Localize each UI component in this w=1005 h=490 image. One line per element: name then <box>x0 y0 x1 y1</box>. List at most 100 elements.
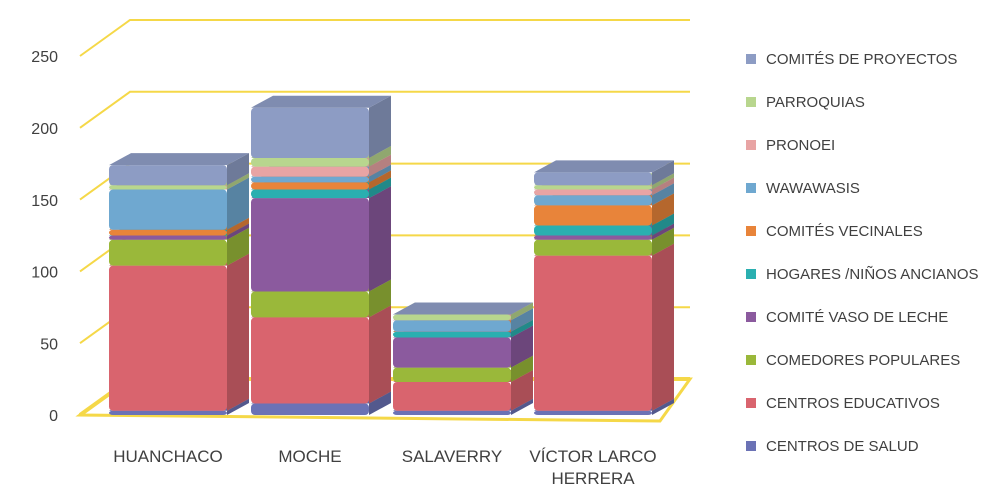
bar-top <box>109 153 249 166</box>
legend-label: CENTROS EDUCATIVOS <box>766 395 940 412</box>
grid-line <box>79 19 690 57</box>
bar-side <box>652 213 674 236</box>
legend-label: COMITÉS DE PROYECTOS <box>766 51 957 68</box>
legend-swatch <box>746 312 756 322</box>
bar-side <box>511 398 533 415</box>
bar-segment <box>251 95 391 158</box>
x-tick-label: MOCHE <box>278 447 342 466</box>
bar <box>393 337 511 368</box>
bar-side <box>652 223 674 240</box>
y-tick-label: 100 <box>31 265 58 282</box>
bar-side <box>511 308 533 332</box>
legend-swatch <box>746 398 756 408</box>
y-tick-label: 200 <box>31 121 58 138</box>
bar <box>251 157 369 167</box>
y-tick-label: 250 <box>31 49 58 66</box>
bar <box>534 205 652 226</box>
bar <box>534 185 652 190</box>
bar-segment <box>109 253 249 411</box>
bar-segment <box>109 153 249 186</box>
y-tick-label: 150 <box>31 193 58 210</box>
bar-side <box>227 173 249 190</box>
bar-side <box>227 177 249 230</box>
legend-swatch <box>746 226 756 236</box>
bar-top <box>251 95 391 108</box>
legend-label: PRONOEI <box>766 137 835 154</box>
bar-side <box>369 145 391 167</box>
bar <box>393 367 511 382</box>
bar <box>109 165 227 186</box>
bar-side <box>511 325 533 368</box>
bar-side <box>369 177 391 199</box>
bar-side <box>369 186 391 292</box>
y-tick-label: 0 <box>49 408 58 425</box>
bar <box>534 235 652 240</box>
legend-swatch <box>746 183 756 193</box>
bar-side <box>369 279 391 318</box>
bar <box>534 195 652 206</box>
bar-segment <box>534 243 674 411</box>
x-tick-label: VÍCTOR LARCO HERRERA <box>529 447 657 488</box>
legend-swatch <box>746 54 756 64</box>
legend-label: CENTROS DE SALUD <box>766 438 919 455</box>
bar-side <box>511 302 533 321</box>
bar <box>251 107 369 158</box>
bar <box>109 239 227 266</box>
bar-side <box>227 217 249 236</box>
bar-top <box>534 160 674 173</box>
legend-label: PARROQUIAS <box>766 94 865 111</box>
bar-side <box>652 177 674 196</box>
legend-swatch <box>746 355 756 365</box>
bar-side <box>369 391 391 415</box>
bar <box>534 410 652 415</box>
bar-segment <box>534 160 674 186</box>
bar <box>534 255 652 411</box>
bar-side <box>652 193 674 226</box>
grid-line <box>79 90 690 129</box>
legend-label: HOGARES /NIÑOS ANCIANOS <box>766 266 979 283</box>
legend-label: COMITÉS VECINALES <box>766 223 923 240</box>
bar <box>109 265 227 411</box>
bar-side <box>652 173 674 190</box>
bar-segment <box>251 305 391 404</box>
bar-side <box>652 160 674 186</box>
bar <box>393 410 511 415</box>
bar <box>534 225 652 236</box>
legend-label: WAWAWASIS <box>766 180 860 197</box>
bar-side <box>652 398 674 415</box>
bar-side <box>369 305 391 404</box>
bar-segment <box>251 186 391 292</box>
bar <box>109 410 227 415</box>
bar-side <box>227 398 249 415</box>
bar <box>251 403 369 415</box>
bar <box>109 189 227 230</box>
bar <box>393 331 511 338</box>
bar <box>534 172 652 186</box>
bar-top <box>393 302 533 315</box>
bar-side <box>652 227 674 256</box>
bar <box>251 198 369 292</box>
y-tick-label: 50 <box>40 336 58 353</box>
x-tick-label: HUANCHACO <box>113 447 223 466</box>
bar <box>534 189 652 196</box>
legend-label: COMITÉ VASO DE LECHE <box>766 309 948 326</box>
bar <box>251 291 369 318</box>
bar-side <box>369 95 391 158</box>
bar <box>109 185 227 190</box>
legend-label: COMEDORES POPULARES <box>766 352 960 369</box>
bar-side <box>369 154 391 177</box>
bar <box>251 166 369 177</box>
bar-side <box>227 227 249 266</box>
bar-side <box>652 183 674 206</box>
bar <box>109 235 227 240</box>
bar-side <box>369 170 391 190</box>
bar-side <box>227 223 249 240</box>
bar <box>393 381 511 411</box>
bar <box>251 317 369 404</box>
bar <box>109 229 227 236</box>
bar-side <box>227 153 249 186</box>
legend-swatch <box>746 269 756 279</box>
bar-side <box>227 253 249 411</box>
